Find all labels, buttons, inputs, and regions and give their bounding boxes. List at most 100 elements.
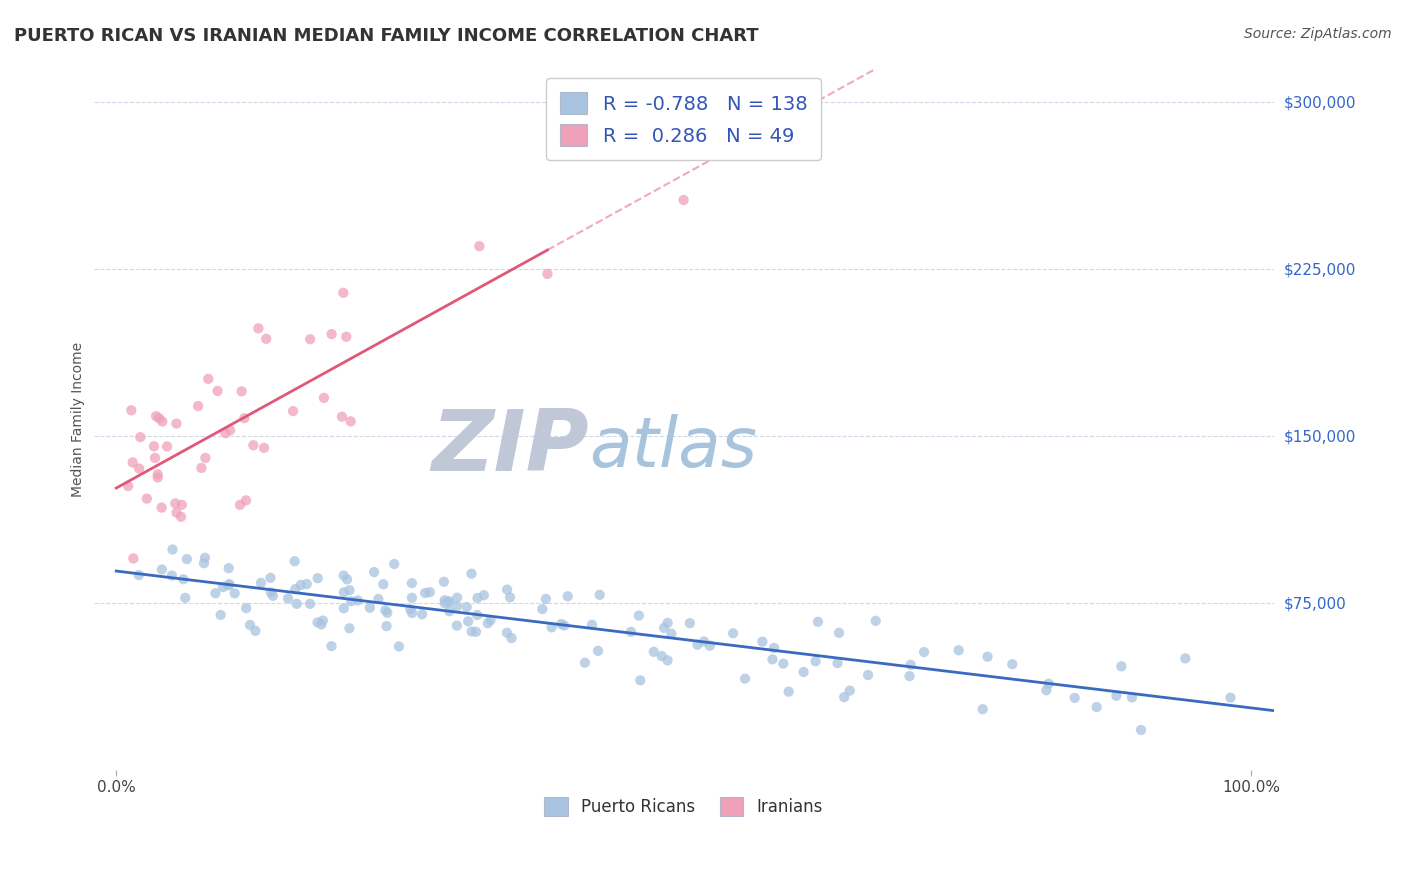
Point bbox=[439, 604, 461, 618]
Point bbox=[172, 572, 194, 586]
Point bbox=[312, 614, 335, 628]
Point bbox=[312, 391, 335, 405]
Point bbox=[176, 552, 198, 566]
Point bbox=[336, 572, 359, 586]
Point bbox=[948, 643, 970, 657]
Point bbox=[212, 580, 235, 594]
Point bbox=[804, 654, 827, 668]
Point bbox=[135, 491, 157, 506]
Point bbox=[207, 384, 229, 398]
Point bbox=[242, 438, 264, 452]
Point bbox=[190, 461, 212, 475]
Point bbox=[219, 423, 242, 437]
Point bbox=[468, 239, 491, 253]
Text: atlas: atlas bbox=[589, 414, 758, 481]
Point bbox=[235, 601, 257, 615]
Point bbox=[260, 585, 283, 599]
Point bbox=[187, 399, 209, 413]
Point bbox=[401, 591, 423, 605]
Point bbox=[150, 500, 173, 515]
Point bbox=[457, 615, 479, 629]
Point bbox=[793, 665, 815, 679]
Point bbox=[235, 493, 257, 508]
Point bbox=[224, 586, 246, 600]
Point bbox=[900, 657, 922, 672]
Point bbox=[401, 606, 423, 620]
Point bbox=[170, 509, 193, 524]
Point bbox=[217, 578, 239, 592]
Point bbox=[460, 624, 482, 639]
Point bbox=[194, 550, 217, 565]
Point bbox=[437, 595, 460, 609]
Point bbox=[672, 193, 695, 207]
Point bbox=[209, 607, 232, 622]
Point bbox=[679, 616, 702, 631]
Point bbox=[761, 652, 783, 666]
Point bbox=[231, 384, 253, 399]
Legend: Puerto Ricans, Iranians: Puerto Ricans, Iranians bbox=[536, 789, 831, 825]
Point bbox=[250, 575, 273, 590]
Point bbox=[586, 644, 609, 658]
Point bbox=[531, 602, 554, 616]
Point bbox=[433, 574, 456, 589]
Point bbox=[828, 625, 851, 640]
Point bbox=[465, 608, 488, 623]
Point bbox=[620, 624, 643, 639]
Point bbox=[162, 542, 184, 557]
Point bbox=[170, 498, 193, 512]
Point bbox=[166, 506, 188, 520]
Point bbox=[197, 372, 219, 386]
Point bbox=[339, 621, 361, 635]
Point bbox=[786, 137, 808, 152]
Point bbox=[574, 656, 596, 670]
Point bbox=[499, 591, 522, 605]
Text: PUERTO RICAN VS IRANIAN MEDIAN FAMILY INCOME CORRELATION CHART: PUERTO RICAN VS IRANIAN MEDIAN FAMILY IN… bbox=[14, 27, 759, 45]
Point bbox=[375, 619, 398, 633]
Point bbox=[128, 568, 150, 582]
Point bbox=[285, 597, 308, 611]
Point bbox=[972, 702, 994, 716]
Point bbox=[284, 554, 307, 568]
Point bbox=[589, 588, 612, 602]
Point bbox=[332, 568, 354, 582]
Point bbox=[807, 615, 830, 629]
Point bbox=[628, 673, 651, 688]
Point bbox=[446, 591, 468, 605]
Point bbox=[1035, 683, 1057, 698]
Point bbox=[540, 620, 562, 634]
Text: Source: ZipAtlas.com: Source: ZipAtlas.com bbox=[1244, 27, 1392, 41]
Point bbox=[142, 439, 165, 453]
Point bbox=[253, 441, 276, 455]
Point bbox=[699, 639, 721, 653]
Point bbox=[838, 683, 860, 698]
Point bbox=[1174, 651, 1197, 665]
Point bbox=[333, 601, 356, 615]
Point bbox=[477, 616, 499, 631]
Point bbox=[778, 684, 800, 698]
Point bbox=[456, 600, 478, 615]
Point bbox=[734, 672, 756, 686]
Point bbox=[401, 576, 423, 591]
Point bbox=[233, 411, 256, 425]
Point bbox=[129, 430, 152, 444]
Point bbox=[277, 591, 299, 606]
Point bbox=[284, 582, 307, 596]
Point bbox=[721, 626, 744, 640]
Point bbox=[148, 411, 170, 425]
Point bbox=[856, 668, 879, 682]
Point bbox=[501, 631, 523, 645]
Point bbox=[194, 450, 217, 465]
Point bbox=[898, 669, 921, 683]
Point bbox=[120, 403, 142, 417]
Point bbox=[657, 615, 679, 630]
Point bbox=[1105, 689, 1128, 703]
Point bbox=[652, 621, 675, 635]
Point bbox=[156, 440, 179, 454]
Point bbox=[218, 577, 240, 591]
Point bbox=[143, 450, 166, 465]
Point bbox=[550, 617, 572, 632]
Point bbox=[259, 571, 281, 585]
Point bbox=[411, 607, 433, 622]
Point bbox=[239, 618, 262, 632]
Point bbox=[865, 614, 887, 628]
